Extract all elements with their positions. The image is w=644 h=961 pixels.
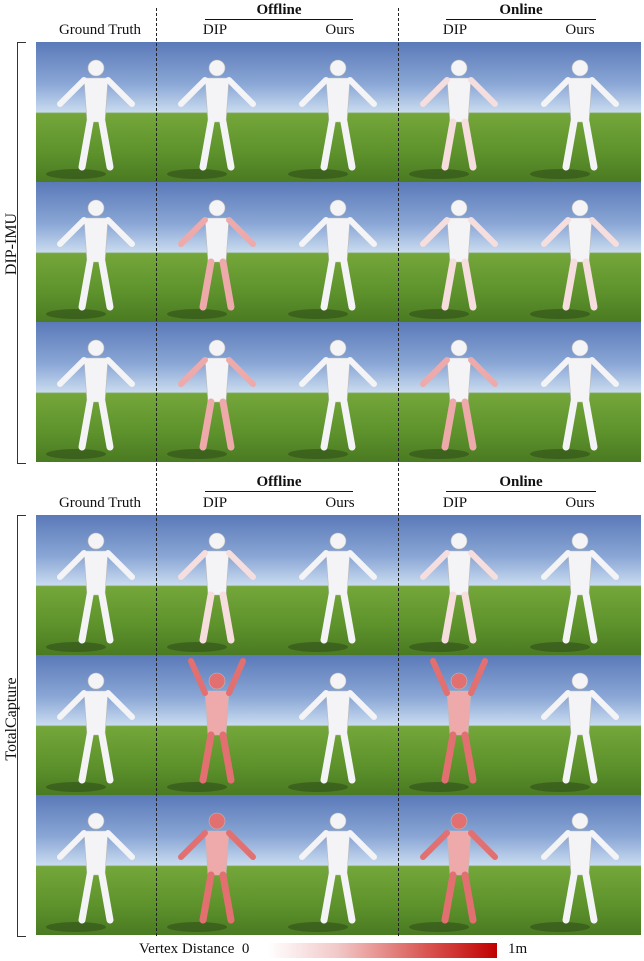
human-figure-icon [288, 199, 377, 319]
render-cell [157, 515, 278, 655]
render-cell [36, 322, 157, 462]
human-figure-icon [288, 812, 377, 932]
render-cell [36, 182, 157, 322]
render-cell [157, 655, 278, 795]
separator-dashed [156, 8, 157, 936]
human-figure-icon [167, 339, 256, 459]
human-figure-icon [409, 199, 498, 319]
color-scale-bar [268, 943, 497, 958]
group-title-online: Online [499, 2, 543, 18]
human-figure-icon [167, 532, 256, 652]
render-cell [520, 322, 641, 462]
col-header-ours: Ours [565, 22, 595, 38]
human-figure-icon [409, 59, 498, 179]
section-bracket [17, 515, 26, 937]
render-cell [399, 182, 520, 322]
render-cell [36, 515, 157, 655]
render-cell [36, 655, 157, 795]
render-cell [157, 322, 278, 462]
col-header-dip: DIP [202, 495, 228, 511]
legend-title: Vertex Distance [139, 941, 235, 957]
col-header-dip: DIP [202, 22, 228, 38]
group-underline [446, 19, 596, 20]
row-label-totalcapture: TotalCapture [3, 677, 20, 761]
human-figure-icon [167, 658, 246, 792]
human-figure-icon [530, 812, 619, 932]
group-title-online: Online [499, 474, 543, 490]
group-underline [205, 491, 353, 492]
human-figure-icon [530, 672, 619, 792]
human-figure-icon [46, 812, 135, 932]
legend-min: 0 [241, 941, 250, 957]
human-figure-icon [167, 59, 256, 179]
human-figure-icon [288, 59, 377, 179]
render-cell [157, 42, 278, 182]
human-figure-icon [288, 339, 377, 459]
group-underline [205, 19, 353, 20]
legend-label: Vertex Distance 0 [139, 941, 249, 958]
human-figure-icon [409, 812, 498, 932]
human-figure-icon [46, 339, 135, 459]
col-header-ours: Ours [325, 495, 355, 511]
render-cell [399, 42, 520, 182]
col-header-dip: DIP [442, 22, 468, 38]
human-figure-icon [46, 59, 135, 179]
render-cell [520, 515, 641, 655]
row-label-dip-imu: DIP-IMU [3, 212, 20, 276]
group-title-offline: Offline [256, 474, 302, 490]
human-figure-icon [530, 532, 619, 652]
render-cell [399, 795, 520, 935]
render-cell [399, 322, 520, 462]
human-figure-icon [530, 59, 619, 179]
human-figure-icon [530, 199, 619, 319]
render-cell [278, 322, 399, 462]
render-cell [520, 182, 641, 322]
human-figure-icon [288, 532, 377, 652]
separator-dashed [398, 8, 399, 936]
render-cell [278, 515, 399, 655]
human-figure-icon [530, 339, 619, 459]
col-header-ours: Ours [325, 22, 355, 38]
human-figure-icon [409, 532, 498, 652]
render-cell [278, 182, 399, 322]
human-figure-icon [46, 532, 135, 652]
human-figure-icon [46, 199, 135, 319]
col-header-ground-truth: Ground Truth [58, 22, 142, 38]
render-cell [36, 42, 157, 182]
human-figure-icon [409, 339, 498, 459]
human-figure-icon [167, 199, 256, 319]
render-cell [278, 655, 399, 795]
render-cell [520, 795, 641, 935]
human-figure-icon [288, 672, 377, 792]
render-cell [36, 795, 157, 935]
human-figure-icon [409, 658, 488, 792]
render-cell [399, 515, 520, 655]
render-cell [278, 795, 399, 935]
group-underline [446, 491, 596, 492]
col-header-ground-truth: Ground Truth [58, 495, 142, 511]
render-cell [520, 655, 641, 795]
render-cell [399, 655, 520, 795]
group-title-offline: Offline [256, 2, 302, 18]
render-cell [520, 42, 641, 182]
section-bracket [17, 42, 26, 464]
render-cell [157, 795, 278, 935]
render-cell [278, 42, 399, 182]
col-header-dip: DIP [442, 495, 468, 511]
human-figure-icon [167, 812, 256, 932]
col-header-ours: Ours [565, 495, 595, 511]
human-figure-icon [46, 672, 135, 792]
legend-max: 1m [508, 941, 528, 957]
render-cell [157, 182, 278, 322]
